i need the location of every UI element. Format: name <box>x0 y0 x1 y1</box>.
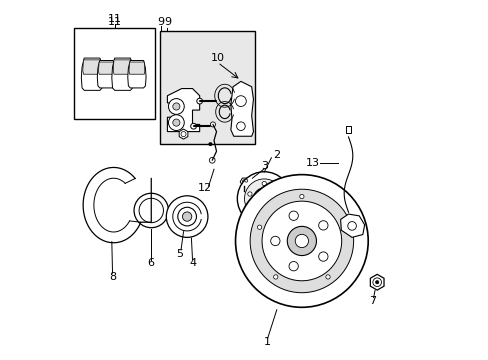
Polygon shape <box>167 89 199 132</box>
Circle shape <box>262 181 266 186</box>
Bar <box>160 31 255 144</box>
Polygon shape <box>129 62 144 74</box>
Circle shape <box>295 234 308 248</box>
Circle shape <box>172 103 180 110</box>
Text: 11: 11 <box>107 14 121 24</box>
Circle shape <box>253 188 274 210</box>
Text: 2: 2 <box>273 150 280 160</box>
Circle shape <box>235 96 246 107</box>
Circle shape <box>286 226 316 256</box>
Circle shape <box>318 221 327 230</box>
Circle shape <box>134 193 168 228</box>
Circle shape <box>168 99 184 114</box>
Circle shape <box>270 209 275 213</box>
Circle shape <box>244 179 284 219</box>
Polygon shape <box>127 60 146 88</box>
Polygon shape <box>81 58 102 90</box>
Circle shape <box>181 132 185 136</box>
Circle shape <box>172 119 180 126</box>
Text: 4: 4 <box>188 258 196 268</box>
Text: 10: 10 <box>210 53 224 63</box>
Circle shape <box>190 123 196 129</box>
Polygon shape <box>113 60 132 74</box>
Text: 7: 7 <box>368 296 376 306</box>
Circle shape <box>209 157 215 163</box>
Bar <box>74 28 155 119</box>
Circle shape <box>288 262 298 271</box>
Circle shape <box>259 194 269 204</box>
Circle shape <box>182 212 191 221</box>
Circle shape <box>273 275 277 279</box>
Polygon shape <box>98 62 114 74</box>
Circle shape <box>253 209 257 213</box>
Circle shape <box>341 225 346 229</box>
Circle shape <box>299 194 304 199</box>
Circle shape <box>288 211 298 220</box>
Circle shape <box>178 207 196 226</box>
Circle shape <box>276 192 280 196</box>
Circle shape <box>347 222 356 230</box>
Circle shape <box>325 275 329 279</box>
Circle shape <box>208 142 212 146</box>
Circle shape <box>196 98 202 104</box>
Polygon shape <box>97 60 115 88</box>
Polygon shape <box>230 81 253 136</box>
Circle shape <box>210 122 215 127</box>
Circle shape <box>318 252 327 261</box>
Text: 9: 9 <box>158 17 164 27</box>
Text: 6: 6 <box>147 258 154 268</box>
Circle shape <box>372 278 381 287</box>
Polygon shape <box>340 214 364 237</box>
Polygon shape <box>82 60 101 74</box>
Text: 1: 1 <box>264 337 271 347</box>
Text: 9: 9 <box>163 17 171 27</box>
Text: 3: 3 <box>260 161 267 171</box>
Circle shape <box>166 196 207 237</box>
Circle shape <box>250 189 353 293</box>
Text: 5: 5 <box>175 248 183 258</box>
Circle shape <box>282 206 285 209</box>
Circle shape <box>242 180 246 184</box>
Polygon shape <box>112 58 133 90</box>
Text: 8: 8 <box>109 272 116 282</box>
Circle shape <box>168 115 184 131</box>
Text: 12: 12 <box>198 183 212 193</box>
Circle shape <box>257 225 261 229</box>
Circle shape <box>375 280 378 284</box>
Circle shape <box>139 198 163 223</box>
Circle shape <box>270 236 280 246</box>
Circle shape <box>237 172 290 226</box>
Circle shape <box>244 179 247 182</box>
Circle shape <box>262 201 341 281</box>
Bar <box>345 126 351 134</box>
Text: 11: 11 <box>107 17 122 27</box>
Circle shape <box>235 175 367 307</box>
Text: 13: 13 <box>305 158 319 168</box>
Circle shape <box>247 192 251 196</box>
Circle shape <box>236 122 244 131</box>
